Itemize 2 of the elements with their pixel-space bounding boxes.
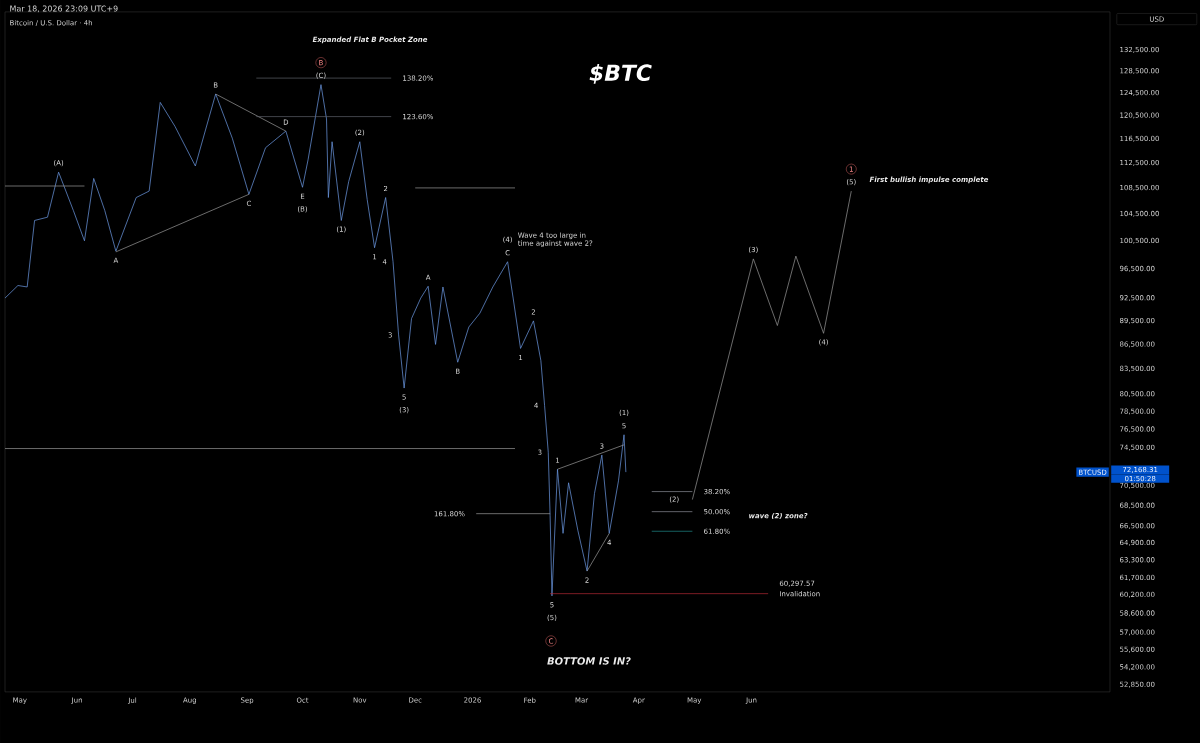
annotation: BOTTOM IS IN? bbox=[547, 657, 631, 665]
text: $BTC bbox=[589, 63, 652, 84]
